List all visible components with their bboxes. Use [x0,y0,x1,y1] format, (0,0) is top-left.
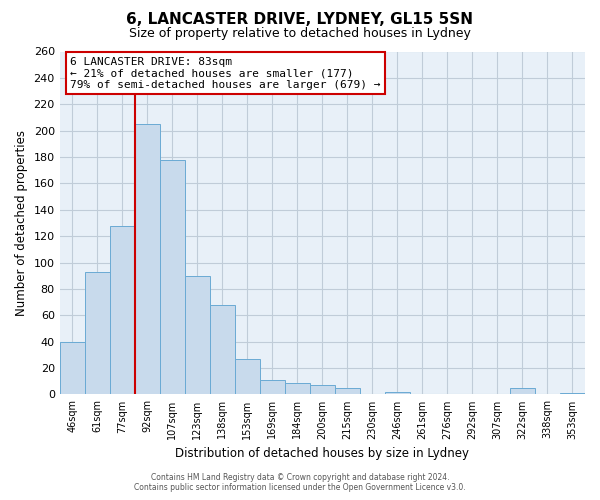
Text: 6, LANCASTER DRIVE, LYDNEY, GL15 5SN: 6, LANCASTER DRIVE, LYDNEY, GL15 5SN [127,12,473,28]
Bar [160,160,185,394]
Text: Size of property relative to detached houses in Lydney: Size of property relative to detached ho… [129,28,471,40]
X-axis label: Distribution of detached houses by size in Lydney: Distribution of detached houses by size … [175,447,469,460]
Bar [385,392,410,394]
Bar [210,304,235,394]
Bar [135,124,160,394]
Bar [335,388,360,394]
Bar [59,342,85,394]
Y-axis label: Number of detached properties: Number of detached properties [15,130,28,316]
Bar [260,380,285,394]
Text: 6 LANCASTER DRIVE: 83sqm
← 21% of detached houses are smaller (177)
79% of semi-: 6 LANCASTER DRIVE: 83sqm ← 21% of detach… [70,56,380,90]
Bar [285,382,310,394]
Bar [110,226,135,394]
Bar [235,359,260,394]
Text: Contains HM Land Registry data © Crown copyright and database right 2024.
Contai: Contains HM Land Registry data © Crown c… [134,473,466,492]
Bar [510,388,535,394]
Bar [85,272,110,394]
Bar [185,276,210,394]
Bar [560,393,585,394]
Bar [310,385,335,394]
